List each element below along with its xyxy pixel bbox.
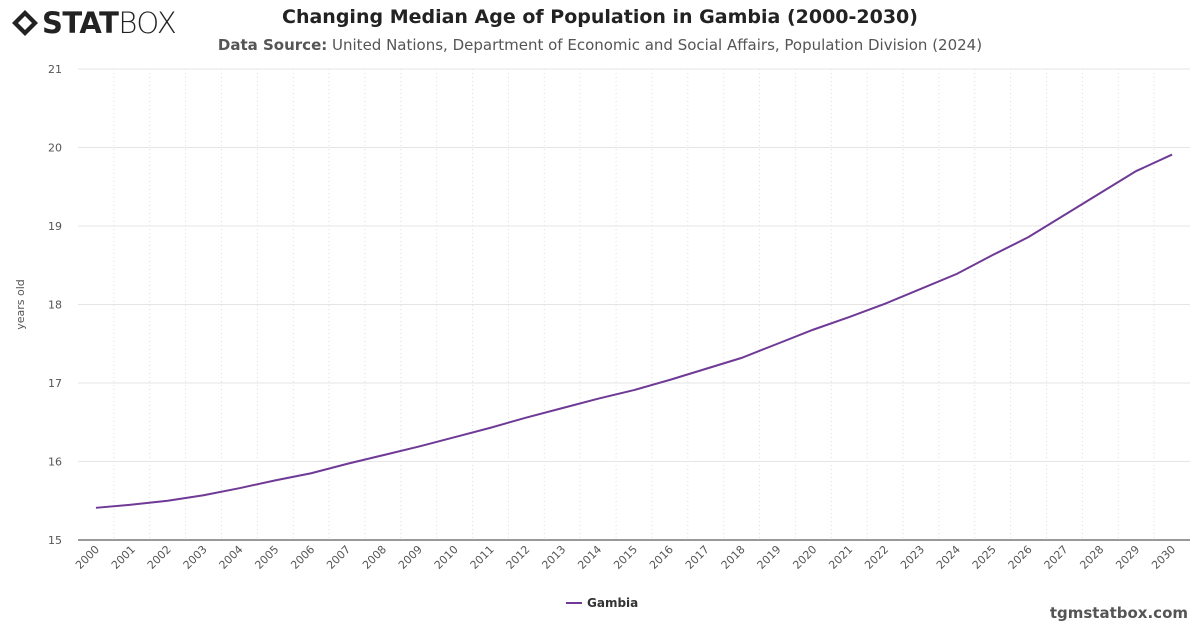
- logo-text-light: BOX: [118, 6, 177, 40]
- x-tick-label: 2004: [217, 543, 246, 572]
- x-tick-label: 2028: [1077, 543, 1106, 572]
- source-text: United Nations, Department of Economic a…: [332, 36, 983, 54]
- diamond-logo-icon: [12, 10, 38, 36]
- x-tick-label: 2005: [252, 543, 281, 572]
- statbox-logo: STAT BOX: [10, 6, 177, 40]
- y-tick-label: 17: [48, 377, 62, 390]
- x-tick-label: 2019: [755, 543, 784, 572]
- x-tick-label: 2020: [790, 543, 819, 572]
- x-tick-label: 2016: [647, 543, 676, 572]
- x-tick-label: 2021: [826, 543, 855, 572]
- x-tick-label: 2024: [934, 543, 963, 572]
- x-tick-label: 2023: [898, 543, 927, 572]
- x-tick-label: 2014: [575, 543, 604, 572]
- x-tick-label: 2013: [539, 543, 568, 572]
- y-tick-label: 15: [48, 534, 62, 547]
- x-tick-label: 2026: [1006, 543, 1035, 572]
- logo-text-bold: STAT: [42, 6, 119, 40]
- x-tick-label: 2011: [468, 543, 497, 572]
- x-tick-label: 2003: [181, 543, 210, 572]
- x-tick-label: 2017: [683, 543, 712, 572]
- x-tick-label: 2015: [611, 543, 640, 572]
- x-tick-label: 2001: [109, 543, 138, 572]
- x-tick-label: 2027: [1042, 543, 1071, 572]
- x-tick-label: 2000: [73, 543, 102, 572]
- legend-label: Gambia: [587, 596, 638, 610]
- y-axis-label: years old: [14, 279, 27, 330]
- x-tick-label: 2018: [719, 543, 748, 572]
- y-tick-label: 21: [48, 63, 62, 76]
- x-tick-label: 2030: [1149, 543, 1178, 572]
- x-tick-label: 2010: [432, 543, 461, 572]
- x-tick-label: 2006: [288, 543, 317, 572]
- x-tick-label: 2007: [324, 543, 353, 572]
- x-tick-label: 2008: [360, 543, 389, 572]
- chart-title: Changing Median Age of Population in Gam…: [282, 6, 918, 28]
- y-tick-label: 20: [48, 142, 62, 155]
- x-tick-label: 2025: [970, 543, 999, 572]
- y-tick-label: 19: [48, 220, 62, 233]
- chart-subtitle: Data Source: United Nations, Department …: [0, 36, 1200, 54]
- x-tick-label: 2012: [504, 543, 533, 572]
- x-tick-label: 2022: [862, 543, 891, 572]
- x-tick-label: 2029: [1113, 543, 1142, 572]
- x-tick-label: 2002: [145, 543, 174, 572]
- x-tick-label: 2009: [396, 543, 425, 572]
- series-line-gambia: [95, 153, 1173, 509]
- source-label: Data Source:: [217, 36, 328, 54]
- credit: tgmstatbox.com: [1049, 604, 1188, 622]
- y-tick-label: 18: [48, 299, 62, 312]
- y-tick-label: 16: [48, 456, 62, 469]
